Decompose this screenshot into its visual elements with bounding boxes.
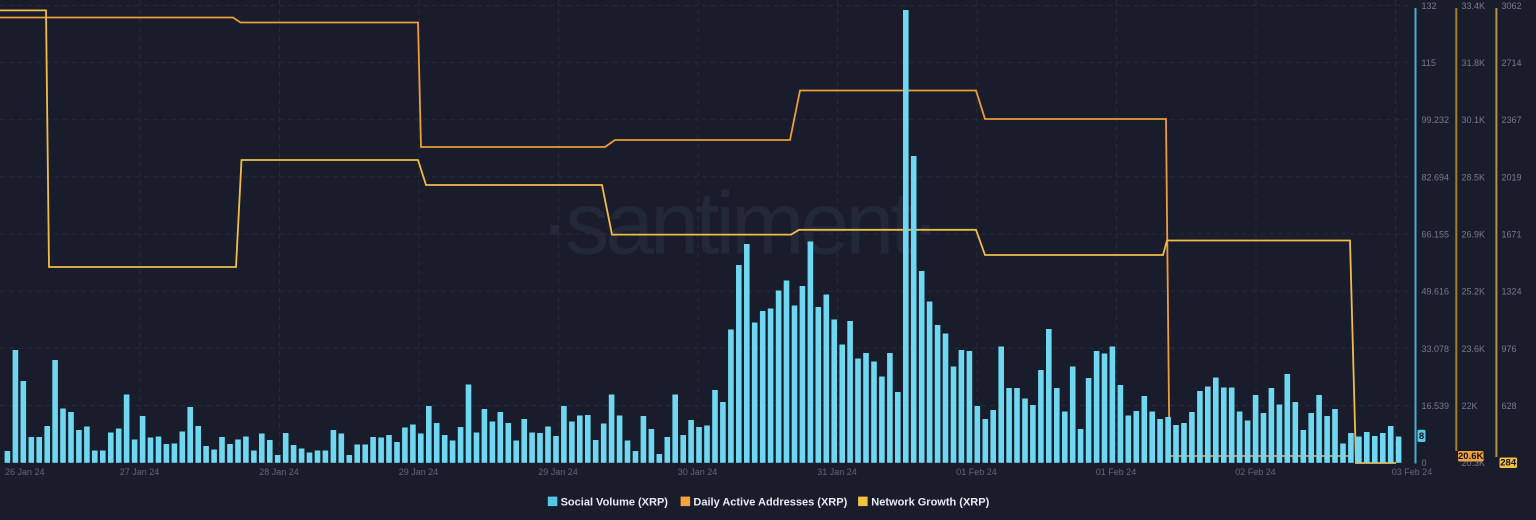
svg-text:82.694: 82.694 [1422, 172, 1450, 182]
svg-text:01 Feb 24: 01 Feb 24 [956, 467, 997, 477]
svg-text:2019: 2019 [1502, 172, 1522, 182]
svg-text:8: 8 [1419, 431, 1424, 442]
svg-text:976: 976 [1502, 344, 1517, 354]
svg-text:25.2K: 25.2K [1462, 287, 1486, 297]
svg-text:26.9K: 26.9K [1462, 230, 1486, 240]
svg-text:33.078: 33.078 [1422, 344, 1450, 354]
svg-text:22K: 22K [1462, 401, 1478, 411]
svg-text:20.6K: 20.6K [1458, 451, 1483, 462]
svg-text:2714: 2714 [1502, 58, 1522, 68]
svg-text:31 Jan 24: 31 Jan 24 [817, 467, 857, 477]
svg-text:02 Feb 24: 02 Feb 24 [1235, 467, 1276, 477]
svg-text:Social Volume (XRP): Social Volume (XRP) [561, 497, 669, 509]
svg-text:99.232: 99.232 [1422, 115, 1450, 125]
svg-text:01 Feb 24: 01 Feb 24 [1096, 467, 1137, 477]
svg-text:·santiment·: ·santiment· [540, 174, 936, 273]
svg-text:23.6K: 23.6K [1462, 344, 1486, 354]
svg-text:30 Jan 24: 30 Jan 24 [678, 467, 718, 477]
svg-text:16.539: 16.539 [1422, 401, 1450, 411]
svg-text:1324: 1324 [1502, 287, 1522, 297]
svg-text:0: 0 [1422, 458, 1427, 468]
svg-text:Network Growth (XRP): Network Growth (XRP) [871, 497, 989, 509]
svg-text:2367: 2367 [1502, 115, 1522, 125]
svg-text:29 Jan 24: 29 Jan 24 [399, 467, 439, 477]
svg-text:Daily Active Addresses (XRP): Daily Active Addresses (XRP) [693, 497, 847, 509]
svg-text:3062: 3062 [1502, 1, 1522, 11]
svg-text:31.8K: 31.8K [1462, 58, 1486, 68]
svg-text:26 Jan 24: 26 Jan 24 [5, 467, 45, 477]
svg-text:20.3K: 20.3K [1462, 458, 1486, 468]
svg-text:1671: 1671 [1502, 230, 1522, 240]
svg-text:66.155: 66.155 [1422, 230, 1450, 240]
svg-text:29 Jan 24: 29 Jan 24 [538, 467, 578, 477]
svg-text:132: 132 [1422, 1, 1437, 11]
svg-text:628: 628 [1502, 401, 1517, 411]
svg-text:284: 284 [1500, 458, 1517, 469]
svg-text:33.4K: 33.4K [1462, 1, 1486, 11]
svg-text:28.5K: 28.5K [1462, 172, 1486, 182]
svg-text:115: 115 [1422, 58, 1436, 68]
svg-text:28 Jan 24: 28 Jan 24 [259, 467, 299, 477]
svg-text:30.1K: 30.1K [1462, 115, 1486, 125]
svg-text:49.616: 49.616 [1422, 287, 1450, 297]
svg-text:03 Feb 24: 03 Feb 24 [1392, 467, 1433, 477]
svg-text:27 Jan 24: 27 Jan 24 [120, 467, 160, 477]
